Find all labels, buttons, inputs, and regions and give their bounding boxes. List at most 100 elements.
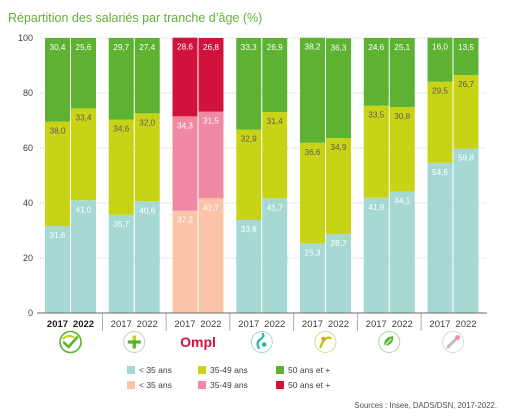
bar-segment-35-49 — [427, 81, 453, 163]
legend-swatch — [127, 366, 135, 374]
stacked-bar: 59,8 26,7 13,5 — [453, 38, 479, 313]
bar-segment-50-plus — [172, 37, 198, 117]
y-tick-label: 20 — [23, 253, 33, 263]
chart-title: Répartition des salariés par tranche d’â… — [8, 11, 262, 25]
legend-label: 35-49 ans — [210, 365, 248, 375]
bar-segment-35-49 — [236, 129, 262, 221]
x-tick-label: 2022 — [137, 319, 158, 330]
bar-group: 31,6 38,0 30,4 2017 41,0 33,4 25,6 2022 — [45, 38, 103, 331]
x-tick-label: 2017 — [302, 319, 323, 330]
data-label: 33,4 — [76, 113, 92, 122]
bar-group: 33,8 32,9 33,3 2017 41,7 31,4 26,9 2022 — [236, 38, 295, 331]
x-tick-label: 2017 — [366, 319, 387, 330]
bar-segment-under-35 — [45, 226, 70, 313]
x-tick-label: 2022 — [455, 319, 476, 330]
bars: 31,6 38,0 30,4 2017 41,0 33,4 25,6 2022 35,7 34,6… — [45, 37, 479, 331]
stacked-bar: 41,9 33,5 24,6 — [363, 38, 389, 313]
data-label: 44,1 — [394, 197, 410, 206]
legend-swatch — [198, 366, 206, 374]
bar-segment-under-35 — [453, 148, 479, 313]
bar-segment-50-plus — [108, 38, 134, 120]
data-label: 41,7 — [267, 203, 283, 212]
bar-segment-50-plus — [363, 38, 389, 106]
stacked-bar: 31,6 38,0 30,4 — [45, 38, 70, 313]
y-tick-label: 100 — [18, 33, 33, 43]
legend-item-50-plus: 50 ans et + — [276, 365, 330, 375]
bar-segment-50-plus — [389, 38, 415, 108]
data-label: 38,2 — [305, 43, 321, 52]
data-label: 28,6 — [177, 43, 193, 52]
data-label: 34,3 — [177, 121, 193, 130]
bar-segment-under-35 — [134, 201, 160, 313]
bar-segment-50-plus — [71, 38, 96, 109]
data-label: 59,8 — [458, 154, 474, 163]
bar-segment-50-plus — [262, 38, 288, 112]
legend-label: 50 ans et + — [288, 380, 330, 390]
data-label: 27,4 — [139, 43, 155, 52]
pink-drop-icon — [442, 331, 464, 353]
data-label: 34,9 — [331, 143, 347, 152]
group-icons: Ompl — [59, 330, 464, 354]
bar-group: 35,7 34,6 29,7 2017 40,6 32,0 27,4 2022 — [108, 38, 167, 331]
bar-segment-50-plus — [198, 38, 224, 112]
data-label: 31,5 — [203, 117, 219, 126]
data-label: 13,5 — [458, 43, 474, 52]
data-label: 31,4 — [267, 117, 283, 126]
data-label: 38,0 — [50, 127, 66, 136]
data-label: 54,6 — [432, 168, 448, 177]
legend-label: < 35 ans — [139, 380, 172, 390]
bar-segment-50-plus — [300, 37, 325, 143]
legend-label: 50 ans et + — [288, 365, 330, 375]
x-tick-label: 2022 — [264, 319, 285, 330]
x-tick-label: 2017 — [238, 319, 259, 330]
bar-segment-35-49 — [172, 116, 198, 211]
y-tick-label: 40 — [23, 198, 33, 208]
bar-segment-under-35 — [363, 197, 389, 313]
data-label: 25,6 — [76, 43, 92, 52]
bar-segment-under-35 — [71, 200, 96, 313]
data-label: 26,9 — [267, 43, 283, 52]
legend-swatch — [198, 381, 206, 389]
data-label: 25,1 — [394, 43, 410, 52]
lime-figure-icon — [314, 331, 337, 353]
bar-segment-under-35 — [172, 210, 198, 313]
legend-row-standard: < 35 ans 35-49 ans 50 ans et + — [127, 365, 330, 375]
legend-swatch — [276, 381, 284, 389]
bar-segment-35-49 — [453, 75, 479, 149]
stacked-bar: 40,6 32,0 27,4 — [134, 38, 160, 313]
x-tick-label: 2017 — [429, 319, 450, 330]
legend-item-under-35: < 35 ans — [127, 365, 172, 375]
legend-item-35-49: 35-49 ans — [198, 380, 248, 390]
green-leaf-icon — [378, 331, 401, 353]
data-label: 30,8 — [394, 112, 410, 121]
bar-segment-50-plus — [453, 38, 479, 76]
bar-segment-under-35 — [236, 220, 262, 313]
legend-item-under-35: < 35 ans — [127, 380, 172, 390]
legend: < 35 ans 35-49 ans 50 ans et + < 35 ans … — [127, 365, 330, 390]
stacked-bar: 28,7 34,9 36,3 — [326, 38, 351, 313]
data-label: 33,5 — [368, 111, 384, 120]
x-tick-label: 2022 — [200, 319, 221, 330]
data-label: 32,9 — [241, 135, 257, 144]
data-label: 36,3 — [331, 43, 347, 52]
data-label: 29,7 — [113, 43, 129, 52]
stacked-bar: 54,6 29,5 16,0 — [427, 37, 453, 313]
data-label: 30,4 — [50, 43, 66, 52]
data-label: 33,8 — [241, 225, 257, 234]
y-tick-label: 80 — [23, 88, 33, 98]
stacked-bar: 33,8 32,9 33,3 — [236, 38, 262, 313]
bar-segment-under-35 — [300, 243, 325, 313]
data-label: 37,2 — [177, 216, 193, 225]
x-tick-label: 2022 — [73, 319, 94, 330]
plus-icon — [123, 331, 146, 353]
bar-segment-35-49 — [300, 142, 325, 244]
bar-segment-35-49 — [198, 111, 224, 199]
x-tick-label: 2022 — [392, 319, 413, 330]
bar-segment-35-49 — [326, 138, 351, 235]
bar-segment-35-49 — [262, 111, 288, 199]
bar-segment-50-plus — [134, 38, 160, 114]
source-note: Sources : Insee, DADS/DSN, 2017-2022. — [354, 401, 497, 410]
data-label: 28,7 — [331, 239, 347, 248]
stacked-bar: 35,7 34,6 29,7 — [108, 38, 134, 313]
